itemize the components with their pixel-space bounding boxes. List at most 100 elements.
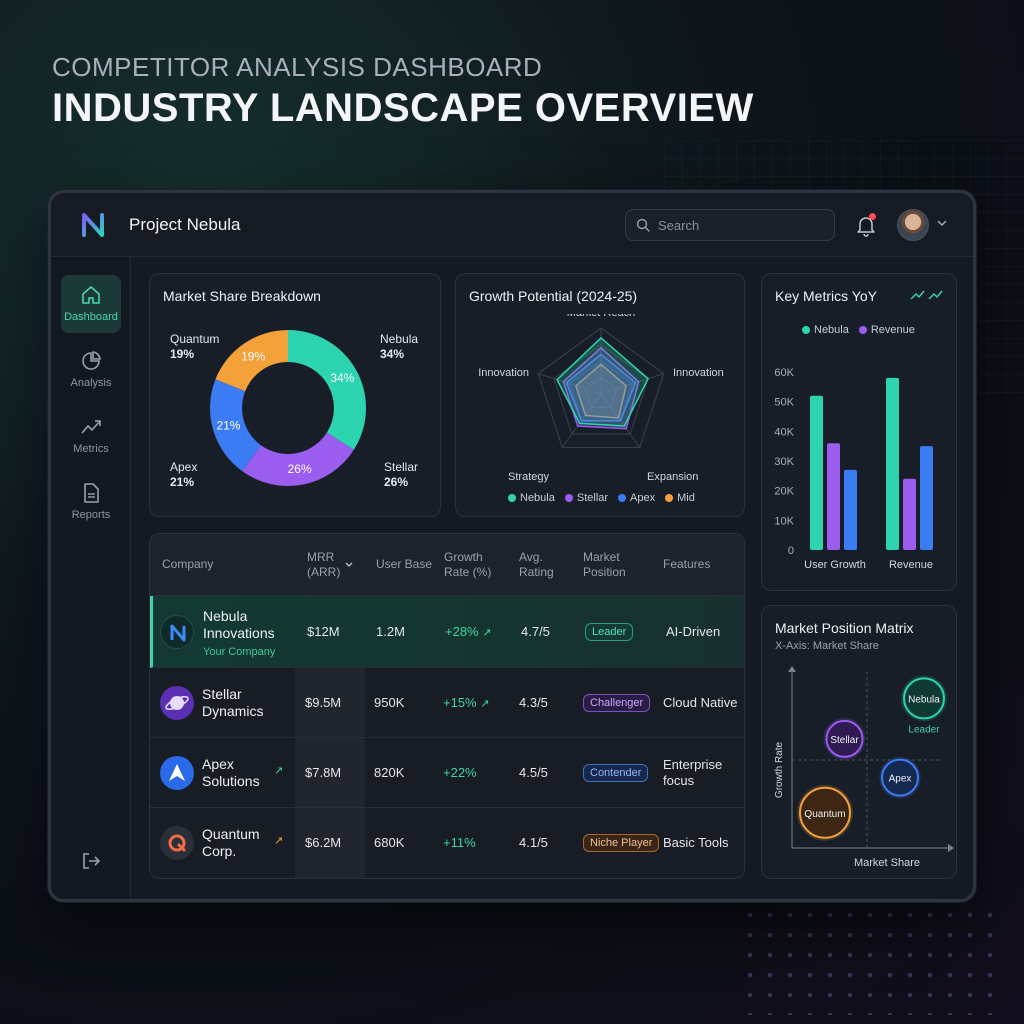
mrr-value: $12M [307, 624, 340, 639]
bar-user-growth-0[interactable] [810, 395, 823, 550]
sidebar-item-label: Analysis [70, 377, 112, 389]
market-share-card: Market Share Breakdown 34% 26% 21% 19% Quan… [149, 273, 441, 517]
company-name: Nebula Innovations [203, 608, 275, 641]
search-icon [636, 218, 650, 232]
sidebar-item-dashboard[interactable]: Dashboard [61, 275, 121, 333]
growth-potential-title: Growth Potential (2024-25) [469, 288, 638, 304]
header-mrr[interactable]: MRR (ARR) [307, 550, 341, 579]
label-apex: Apex 21% [170, 460, 198, 489]
donut-slice-quantum[interactable] [215, 330, 288, 392]
radar-series-mid [575, 363, 627, 419]
arrow-up-right-icon: ↗ [482, 627, 492, 639]
table-row[interactable]: Stellar Dynamics $9.5M 950K +15% ↗ 4.3/5 … [150, 668, 744, 738]
radar-axis-label: Innovation [673, 367, 724, 379]
user-base-value: 680K [374, 835, 405, 850]
table-row[interactable]: Nebula Innovations Your Company $12M 1.2M… [150, 596, 744, 668]
x-axis-label: Market Share [854, 857, 920, 869]
search-input[interactable] [658, 210, 828, 240]
radar-grid-ring [537, 327, 665, 448]
x-tick-label: Revenue [889, 559, 933, 571]
chevron-down-icon[interactable] [937, 220, 947, 226]
radar-legend: Nebula Stellar Apex Mid [508, 492, 695, 504]
mrr-value: $6.2M [305, 835, 342, 850]
apex-a-icon [160, 756, 194, 790]
top-bar: Project Nebula [51, 193, 973, 257]
radar-spoke [600, 373, 664, 395]
bar-user-growth-2[interactable] [844, 469, 857, 550]
mrr-value: $7.8M [305, 765, 342, 780]
header-user-base[interactable]: User Base [376, 557, 433, 571]
x-axis-arrow [948, 844, 954, 852]
nebula-logo-icon [160, 615, 194, 649]
document-icon [84, 483, 99, 503]
logout-icon[interactable] [81, 851, 101, 871]
market-share-title: Market Share Breakdown [163, 288, 321, 304]
search-box[interactable] [625, 209, 835, 241]
rating-value: 4.7/5 [521, 624, 550, 639]
bubble-nebula[interactable] [903, 677, 945, 720]
stellar-planet-icon [160, 686, 194, 720]
growth-value: +11% [443, 835, 476, 850]
sidebar-item-label: Reports [71, 509, 111, 521]
bubble-quantum[interactable] [799, 786, 851, 839]
radar-axis-label: Expansion [647, 471, 698, 483]
radar-axis-label: Market Reach [567, 314, 635, 319]
bar-user-growth-1[interactable] [827, 443, 840, 550]
donut-slice-nebula[interactable] [288, 330, 366, 450]
sidebar-item-analysis[interactable]: Analysis [61, 341, 121, 399]
label-stellar: Stellar 26% [384, 460, 419, 489]
x-tick-label: User Growth [804, 559, 866, 571]
sidebar-item-reports[interactable]: Reports [61, 473, 121, 531]
header-avg-rating[interactable]: Avg. Rating [519, 550, 554, 579]
bubble-stellar[interactable] [825, 719, 864, 758]
table-row[interactable]: Apex Solutions ↗ $7.8M 820K +22% 4.5/5 Co… [150, 738, 744, 808]
legend-revenue: Revenue [858, 324, 915, 336]
features-value: AI-Driven [666, 624, 721, 639]
mrr-value: $9.5M [305, 695, 342, 710]
donut-slice-apex[interactable] [210, 379, 261, 472]
growth-radar-chart: Market Reach Innovation Expansion Strategy I… [478, 314, 724, 483]
company-name: Quantum Corp. [202, 826, 260, 859]
features-value: Cloud Native [663, 695, 738, 710]
header-features[interactable]: Features [663, 557, 711, 571]
hero-title: INDUSTRY LANDSCAPE OVERVIEW [52, 86, 754, 130]
bar-revenue-0[interactable] [886, 377, 899, 550]
pie-chart-icon [82, 351, 101, 370]
donut-slice-stellar[interactable] [242, 432, 354, 486]
sidebar-item-label: Metrics [73, 443, 109, 455]
y-axis-arrow [788, 666, 796, 672]
bar-revenue-2[interactable] [920, 446, 933, 550]
y-axis-label: Growth Rate [774, 741, 785, 798]
bubble-label: Apex [889, 774, 912, 785]
header-growth-rate[interactable]: Growth Rate (%) [444, 550, 492, 579]
legend-nebula: Nebula [508, 492, 555, 504]
radar-grid-ring [553, 343, 649, 435]
growth-value: +22% [443, 765, 477, 780]
sidebar-item-metrics[interactable]: Metrics [61, 407, 121, 465]
bubble-label: Nebula [908, 694, 940, 705]
hero-subtitle: COMPETITOR ANALYSIS DASHBOARD [52, 52, 543, 82]
table-row[interactable]: Quantum Corp. ↗ $6.2M 680K +11% 4.1/5 Nic… [150, 808, 744, 878]
radar-spoke [538, 373, 602, 395]
legend-mid: Mid [665, 492, 695, 504]
sort-chevron-down-icon[interactable] [345, 562, 353, 568]
matrix-subtitle: X-Axis: Market Share [775, 640, 879, 652]
bell-icon[interactable] [855, 213, 877, 237]
key-metrics-title: Key Metrics YoY [775, 288, 877, 304]
radar-axis-label: Strategy [508, 471, 549, 483]
key-metrics-bar-chart: 0 10K 20K 30K 40K 50K 60K User Growth Revenue [774, 367, 933, 571]
radar-series-nebula [556, 336, 650, 427]
bar-revenue-1[interactable] [903, 478, 916, 550]
leader-label: Leader [908, 724, 940, 735]
header-market-position[interactable]: Market Position [583, 550, 626, 579]
bubble-apex[interactable] [881, 758, 919, 797]
status-badge: Niche Player [583, 834, 660, 852]
avatar[interactable] [897, 209, 929, 241]
nebula-n-logo-icon[interactable] [79, 211, 107, 239]
home-icon [82, 286, 100, 304]
rating-value: 4.1/5 [519, 835, 548, 850]
header-company[interactable]: Company [162, 557, 214, 571]
y-tick-label: 60K [774, 367, 794, 379]
trend-line-icon [81, 420, 101, 434]
legend-stellar: Stellar [564, 492, 608, 504]
